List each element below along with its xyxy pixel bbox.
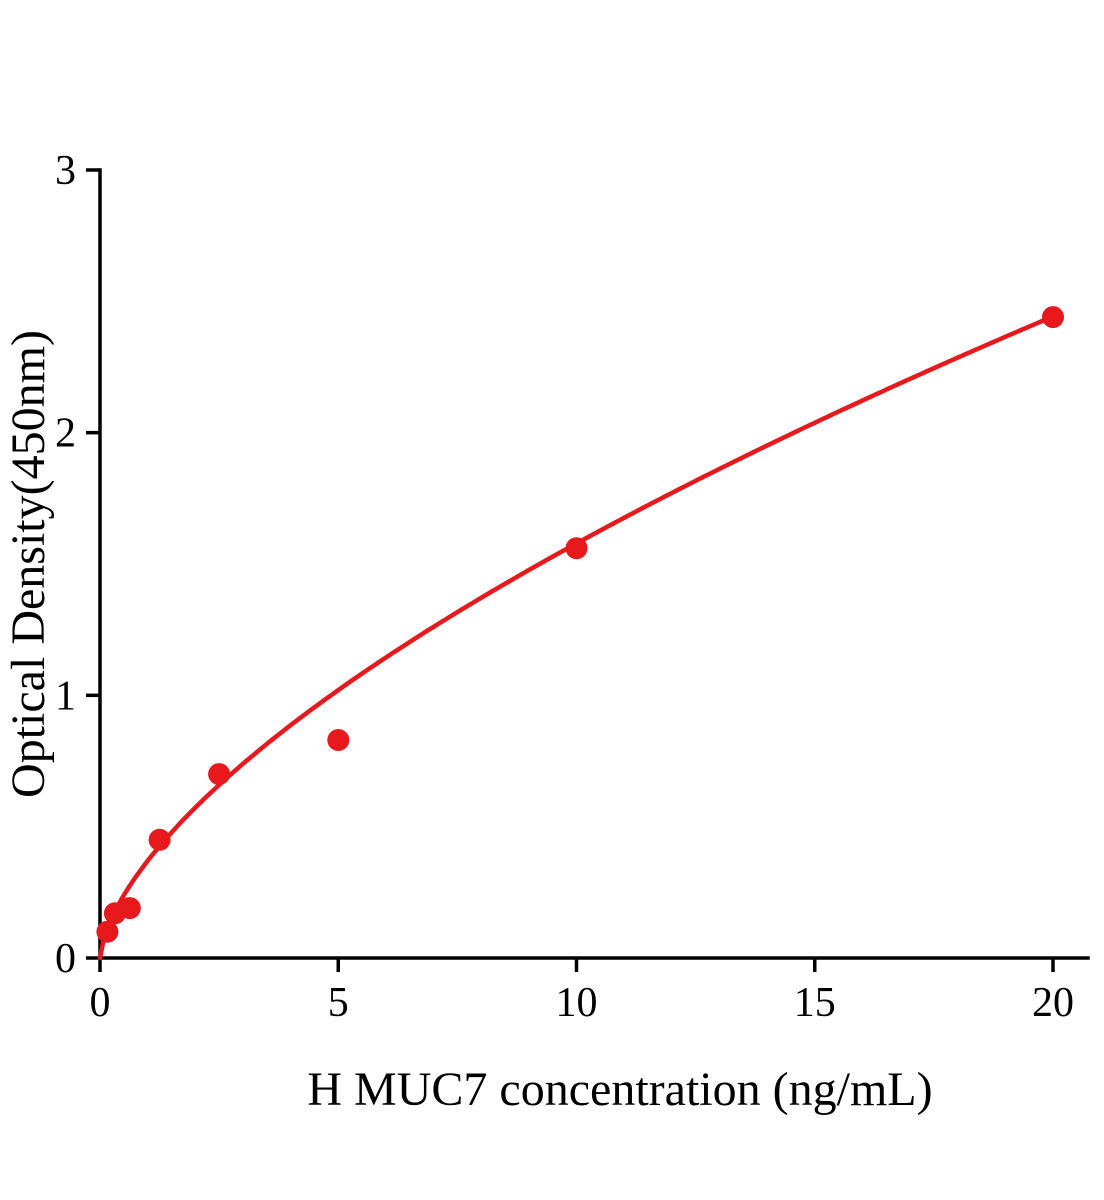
x-tick-label: 15	[794, 980, 836, 1026]
x-tick-label: 5	[328, 980, 349, 1026]
data-point	[118, 897, 141, 920]
y-tick-label: 0	[55, 936, 76, 982]
y-tick-label: 3	[55, 148, 76, 194]
data-point	[327, 729, 350, 751]
x-tick-label: 20	[1032, 980, 1074, 1026]
data-point	[1042, 306, 1064, 329]
fit-curve	[97, 314, 1056, 961]
y-tick-label: 1	[55, 673, 76, 719]
data-point	[148, 828, 171, 851]
data-point	[96, 920, 119, 943]
data-point	[208, 763, 231, 786]
x-axis-title: H MUC7 concentration (ng/mL)	[307, 1063, 932, 1116]
y-axis-title: Optical Density(450nm)	[2, 330, 55, 798]
x-tick-label: 10	[556, 980, 598, 1026]
x-tick-label: 0	[90, 980, 111, 1026]
y-tick-label: 2	[55, 411, 76, 457]
data-point	[565, 537, 588, 560]
